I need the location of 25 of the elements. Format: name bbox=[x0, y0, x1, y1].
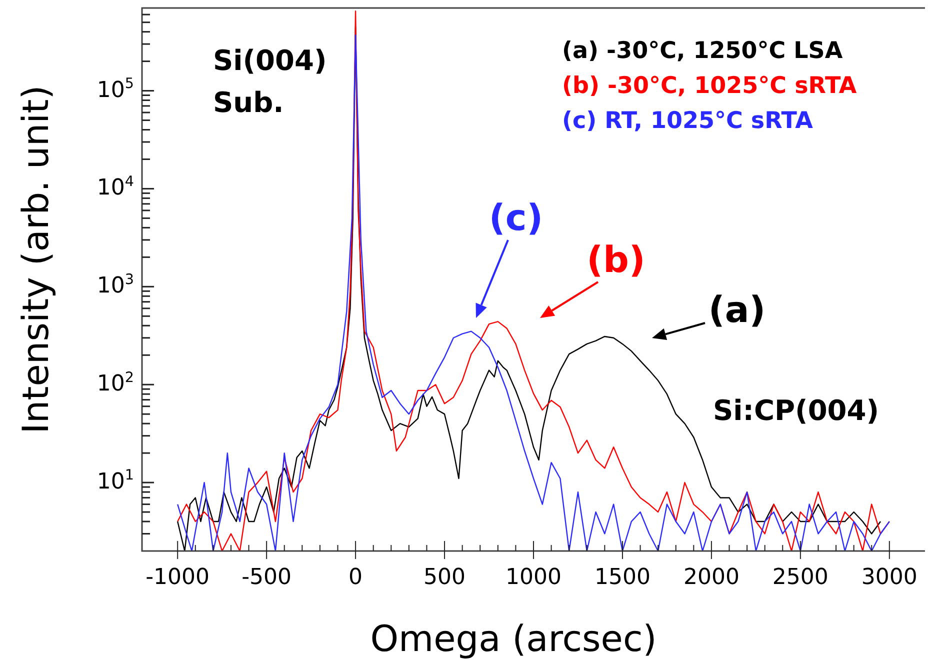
x-tick-label: 3000 bbox=[861, 565, 918, 590]
y-tick-label: 10$^{3}$ bbox=[96, 272, 134, 299]
x-tick-label: 500 bbox=[424, 565, 466, 590]
annotation: Si(004) bbox=[213, 44, 327, 77]
annotation: (a) bbox=[708, 290, 766, 331]
annotation: Sub. bbox=[213, 86, 284, 119]
text: (c) RT, 1025°C sRTA bbox=[562, 108, 814, 134]
x-tick-label: 0 bbox=[348, 565, 363, 590]
annotation: Si:CP(004) bbox=[713, 394, 880, 427]
y-axis-title: Intensity (arb. unit) bbox=[16, 85, 57, 434]
x-axis-title: Omega (arcsec) bbox=[370, 619, 657, 660]
x-tick-label: 2000 bbox=[683, 565, 740, 590]
y-tick-label: 10$^{1}$ bbox=[96, 468, 134, 495]
text: (a) -30°C, 1250°C LSA bbox=[562, 38, 843, 64]
y-tick-label: 10$^{4}$ bbox=[96, 174, 134, 201]
annotation: (c) bbox=[488, 198, 544, 239]
text: (b) -30°C, 1025°C sRTA bbox=[562, 73, 857, 99]
annotation: (b) bbox=[586, 240, 646, 281]
y-tick-label: 10$^{5}$ bbox=[96, 76, 134, 103]
x-tick-label: 1000 bbox=[506, 565, 562, 590]
y-tick-label: 10$^{2}$ bbox=[96, 370, 134, 397]
x-tick-label: -1000 bbox=[146, 565, 210, 590]
x-tick-label: 1500 bbox=[594, 565, 650, 590]
x-tick-label: -500 bbox=[242, 565, 292, 590]
x-tick-label: 2500 bbox=[772, 565, 828, 590]
